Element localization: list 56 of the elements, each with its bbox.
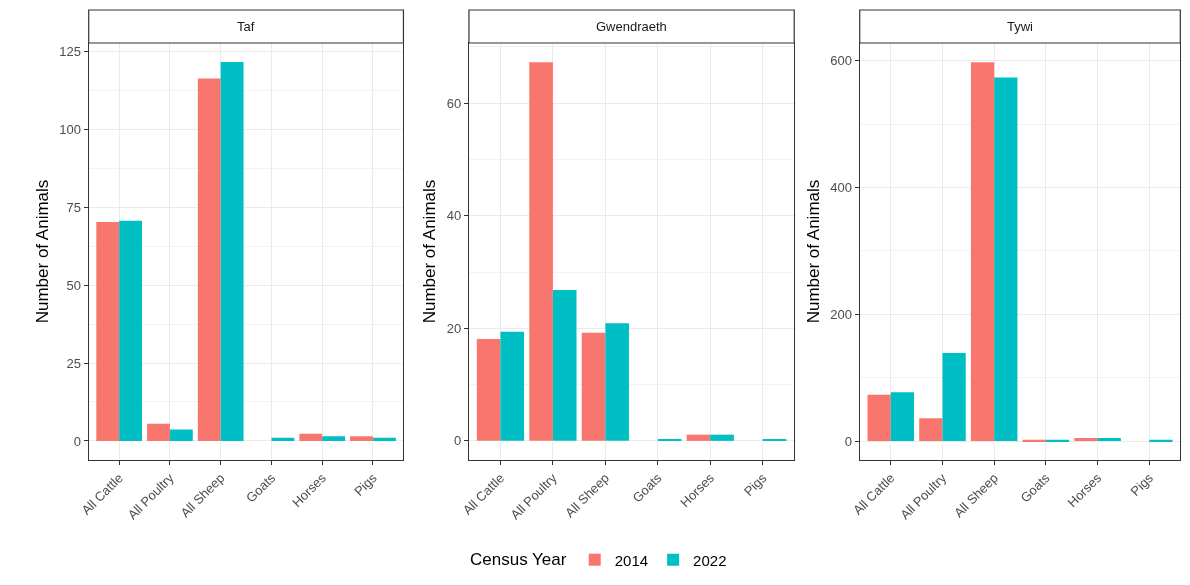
bar — [686, 434, 711, 441]
bar — [1022, 439, 1046, 442]
bar — [350, 436, 373, 441]
bar — [1074, 437, 1098, 442]
y-tick-label: 0 — [844, 433, 853, 449]
y-tick-label: 0 — [73, 433, 82, 449]
bar — [1097, 437, 1121, 442]
bar — [710, 434, 734, 441]
y-tick-label: 125 — [59, 43, 82, 59]
y-tick-label: 0 — [454, 433, 462, 449]
y-tick-label: 40 — [446, 208, 462, 224]
y-tick-label: 200 — [830, 306, 853, 322]
legend-title: Census Year — [470, 550, 567, 570]
bar — [890, 392, 915, 442]
bar — [322, 436, 346, 441]
chart-title: Gwendraeth — [596, 19, 667, 34]
y-axis-title: Number of Animals — [32, 179, 52, 324]
bar — [581, 332, 606, 441]
bar — [220, 62, 244, 441]
legend-label: 2014 — [614, 551, 649, 569]
bar — [147, 423, 170, 441]
y-axis-title: Number of Animals — [803, 179, 823, 324]
bar — [372, 437, 396, 441]
y-axis-title: Number of Animals — [420, 179, 440, 324]
legend-label: 2022 — [693, 551, 727, 569]
bar — [919, 418, 943, 442]
bar — [299, 433, 323, 441]
bar — [1045, 439, 1070, 442]
y-tick-label: 400 — [830, 180, 853, 196]
y-tick-label: 60 — [446, 95, 462, 111]
bar — [119, 220, 143, 441]
bar — [942, 352, 966, 442]
chart-title: Tywi — [1007, 19, 1034, 34]
x-tick-label: Pigs — [1127, 469, 1157, 499]
y-tick-label: 20 — [446, 320, 462, 336]
bar — [605, 323, 629, 441]
bar — [96, 222, 120, 441]
y-tick-label: 50 — [66, 277, 82, 293]
bar — [994, 77, 1018, 442]
bar — [867, 394, 891, 442]
bar — [970, 62, 995, 442]
bar — [197, 78, 221, 441]
bar — [552, 290, 577, 441]
x-tick-label: Pigs — [740, 469, 770, 499]
bar — [529, 62, 553, 441]
bar — [169, 429, 193, 441]
y-tick-label: 600 — [830, 53, 853, 69]
y-tick-label: 25 — [66, 355, 82, 371]
bar — [1149, 439, 1173, 442]
bar — [500, 331, 525, 441]
y-tick-label: 75 — [66, 199, 82, 215]
chart-title: Taf — [237, 19, 255, 34]
x-tick-label: Pigs — [351, 469, 381, 499]
y-tick-label: 100 — [59, 121, 82, 137]
bar — [476, 339, 501, 441]
bar — [271, 437, 295, 441]
